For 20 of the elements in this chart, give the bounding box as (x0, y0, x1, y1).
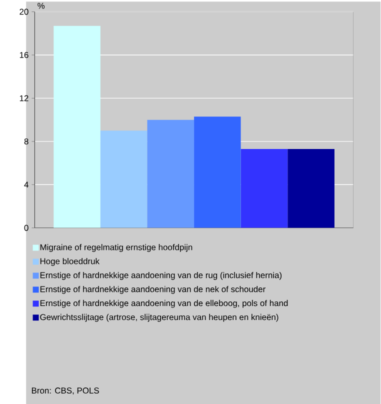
bar (288, 148, 335, 228)
y-tick-label: 16 (20, 52, 29, 58)
legend-label: Gewrichtsslijtage (artrose, slijtagereuma van heupen en knieën) (40, 314, 278, 322)
y-tick-label: 20 (20, 8, 29, 15)
y-axis-title: % (38, 2, 45, 9)
legend-label: Migraine of regelmatig ernstige hoofdpijn (40, 244, 192, 252)
bar (147, 120, 194, 228)
legend-label: Ernstige of hardnekkige aandoening van de rug (inclusief hernia) (40, 272, 282, 280)
bar (100, 130, 148, 228)
bar (241, 148, 288, 228)
y-tick-label: 0 (24, 224, 29, 231)
text: Bron: CBS, POLS (32, 388, 100, 395)
legend-label: Hoge bloeddruk (40, 258, 100, 266)
bar (54, 26, 101, 228)
legend-label: Ernstige of hardnekkige aandoening van de nek of schouder (40, 286, 266, 294)
y-tick-label: 4 (24, 182, 29, 188)
legend-label: Ernstige of hardnekkige aandoening van de elleboog, pols of hand (40, 300, 288, 308)
y-tick-label: 12 (20, 95, 28, 102)
bar (194, 116, 242, 228)
y-tick-label: 8 (24, 138, 29, 144)
